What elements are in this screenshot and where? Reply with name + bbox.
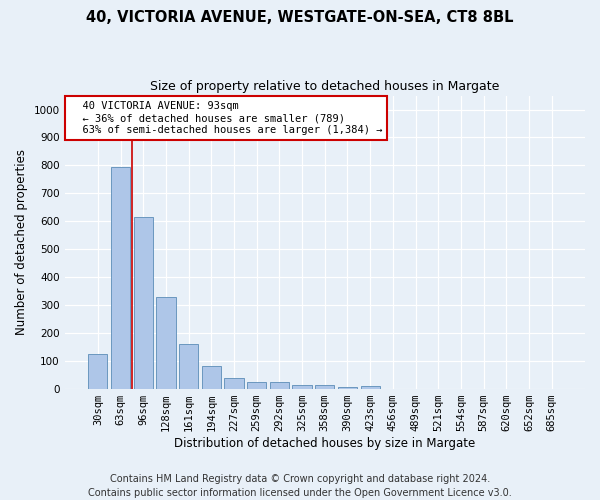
Text: 40 VICTORIA AVENUE: 93sqm
  ← 36% of detached houses are smaller (789)
  63% of : 40 VICTORIA AVENUE: 93sqm ← 36% of detac… [70, 102, 382, 134]
Text: Contains HM Land Registry data © Crown copyright and database right 2024.
Contai: Contains HM Land Registry data © Crown c… [88, 474, 512, 498]
Bar [111, 167, 130, 389]
Bar [88, 354, 107, 389]
Bar [179, 344, 198, 389]
Bar [315, 385, 334, 389]
Bar [338, 387, 357, 389]
Bar [361, 386, 380, 389]
Bar [224, 378, 244, 389]
Text: 40, VICTORIA AVENUE, WESTGATE-ON-SEA, CT8 8BL: 40, VICTORIA AVENUE, WESTGATE-ON-SEA, CT… [86, 10, 514, 25]
Bar [247, 382, 266, 389]
Bar [202, 366, 221, 389]
Y-axis label: Number of detached properties: Number of detached properties [15, 150, 28, 336]
Bar [156, 298, 176, 389]
X-axis label: Distribution of detached houses by size in Margate: Distribution of detached houses by size … [174, 437, 475, 450]
Title: Size of property relative to detached houses in Margate: Size of property relative to detached ho… [150, 80, 499, 93]
Bar [270, 382, 289, 389]
Bar [292, 385, 312, 389]
Bar [134, 217, 153, 389]
